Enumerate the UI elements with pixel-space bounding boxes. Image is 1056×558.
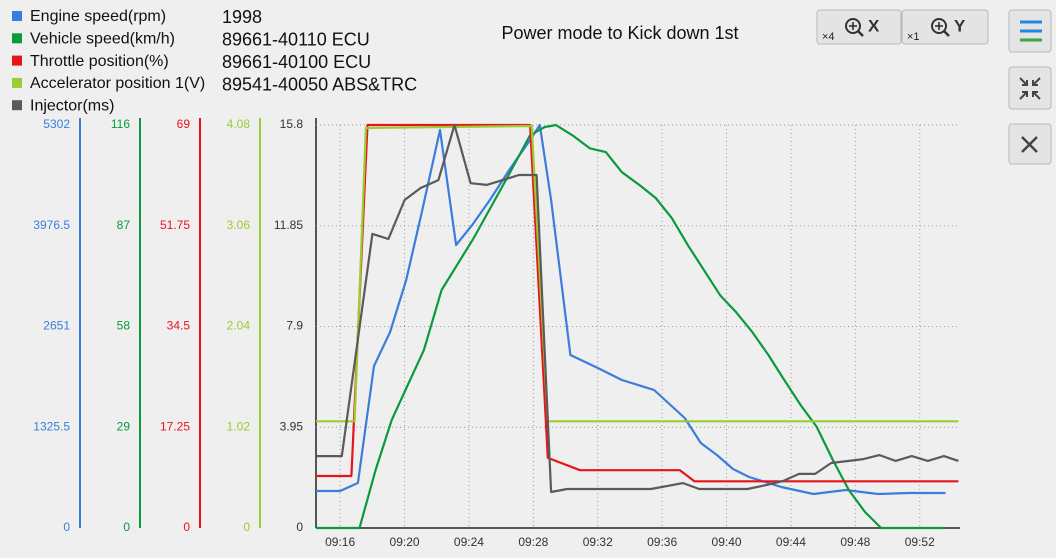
- x-tick-label: 09:44: [776, 535, 806, 549]
- y-tick-label: 51.75: [160, 218, 190, 232]
- x-tick-label: 09:32: [583, 535, 613, 549]
- zoom-factor: ×1: [907, 31, 920, 43]
- legend-swatch: [12, 33, 22, 44]
- zoom-y-button[interactable]: ×1 Y: [901, 9, 989, 45]
- ecu-info: 89661-40110 ECU: [222, 29, 370, 49]
- y-tick-label: 69: [177, 117, 191, 131]
- legend-label: Engine speed(rpm): [30, 8, 166, 25]
- y-tick-label: 0: [123, 520, 130, 534]
- x-tick-label: 09:20: [390, 535, 420, 549]
- y-tick-label: 34.5: [167, 319, 191, 333]
- y-tick-label: 0: [183, 520, 190, 534]
- x-tick-label: 09:48: [840, 535, 870, 549]
- zoom-axis: Y: [954, 16, 966, 35]
- y-tick-label: 3976.5: [33, 218, 70, 232]
- y-tick-label: 0: [296, 520, 303, 534]
- zoom-x-button[interactable]: ×4 X: [816, 9, 902, 45]
- data-line: [316, 123, 946, 496]
- legend-label: Accelerator position 1(V): [30, 75, 205, 92]
- y-tick-label: 87: [117, 218, 131, 232]
- collapse-button[interactable]: [1008, 66, 1052, 110]
- y-tick-label: 11.85: [274, 218, 303, 232]
- legend-label: Throttle position(%): [30, 53, 169, 70]
- data-line: [316, 123, 959, 494]
- y-tick-label: 5302: [43, 117, 70, 131]
- legend-swatch: [12, 100, 22, 111]
- x-tick-label: 09:16: [325, 535, 355, 549]
- y-tick-label: 0: [63, 520, 70, 534]
- menu-button[interactable]: [1008, 9, 1052, 53]
- legend-swatch: [12, 11, 22, 21]
- x-tick-label: 09:40: [712, 535, 742, 549]
- y-tick-label: 116: [111, 117, 130, 131]
- y-tick-label: 2651: [43, 319, 70, 333]
- y-tick-label: 17.25: [160, 419, 190, 433]
- x-tick-label: 09:28: [518, 535, 548, 549]
- y-tick-label: 1.02: [227, 419, 251, 433]
- legend-label: Injector(ms): [30, 97, 114, 114]
- ecu-info: 89661-40100 ECU: [222, 52, 371, 72]
- x-tick-label: 09:36: [647, 535, 677, 549]
- y-tick-label: 2.04: [227, 319, 251, 333]
- y-tick-label: 7.9: [286, 319, 303, 333]
- y-tick-label: 15.8: [280, 117, 304, 131]
- y-tick-label: 3.06: [227, 218, 251, 232]
- ecu-info: 89541-40050 ABS&TRC: [222, 74, 417, 94]
- x-tick-label: 09:24: [454, 535, 484, 549]
- y-tick-label: 29: [117, 419, 131, 433]
- ecu-info: 1998: [222, 7, 262, 27]
- legend-label: Vehicle speed(km/h): [30, 31, 175, 48]
- y-tick-label: 1325.5: [33, 419, 70, 433]
- close-button[interactable]: [1008, 123, 1052, 165]
- zoom-axis: X: [868, 16, 880, 35]
- legend-swatch: [12, 55, 22, 66]
- legend-swatch: [12, 77, 22, 88]
- y-tick-label: 58: [117, 319, 131, 333]
- chart-title: Power mode to Kick down 1st: [501, 23, 738, 43]
- y-tick-label: 4.08: [227, 117, 251, 131]
- data-line: [316, 123, 959, 483]
- data-line: [316, 123, 946, 530]
- data-line: [316, 124, 959, 423]
- y-tick-label: 0: [243, 520, 250, 534]
- zoom-factor: ×4: [822, 31, 835, 43]
- x-tick-label: 09:52: [905, 535, 935, 549]
- y-tick-label: 3.95: [280, 419, 304, 433]
